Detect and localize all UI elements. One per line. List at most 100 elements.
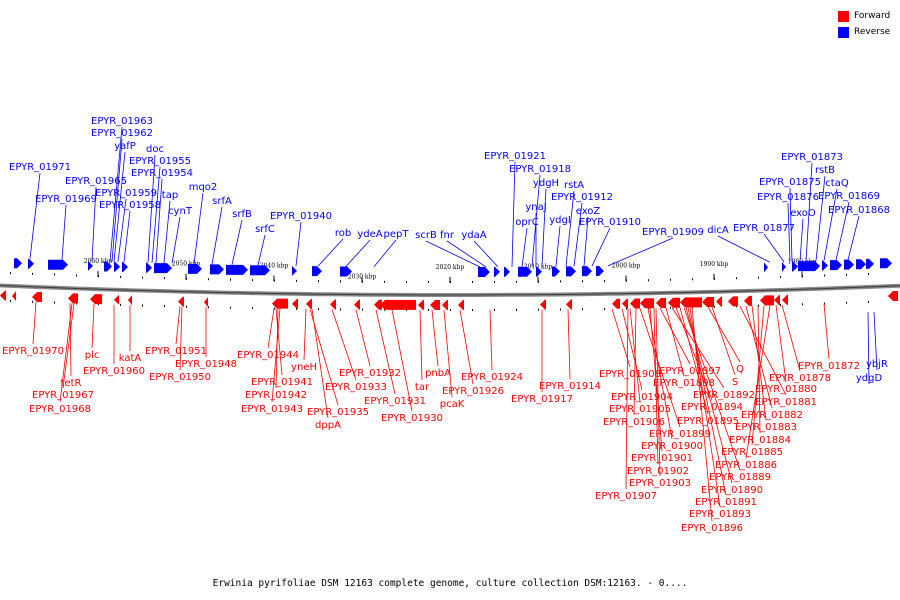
reverse-gene-label: ctaQ: [825, 178, 849, 189]
minor-tick: [494, 280, 495, 283]
reverse-gene-label: EPYR_01918: [509, 164, 571, 175]
reverse-gene-arrow: [622, 298, 628, 309]
label-leader-line: [331, 309, 357, 381]
label-leader-line: [653, 308, 659, 465]
reverse-gene-label: EPYR_01910: [579, 217, 641, 228]
label-leader-line: [32, 301, 37, 345]
label-leader-line: [573, 202, 583, 267]
minor-tick: [318, 280, 319, 283]
reverse-gene-label: ydaA: [461, 230, 486, 241]
forward-gene-label: EPYR_01896: [681, 523, 743, 534]
minor-tick: [274, 307, 275, 310]
label-leader-line: [691, 307, 713, 522]
legend: Forward Reverse: [838, 8, 890, 40]
label-leader-line: [805, 162, 813, 262]
reverse-gene-label: ydeA: [357, 229, 382, 240]
label-leader-line: [607, 237, 674, 267]
minor-tick: [54, 301, 55, 304]
label-leader-line: [707, 306, 741, 363]
minor-tick: [560, 308, 561, 311]
reverse-gene-label: EPYR_01940: [270, 211, 332, 222]
reverse-gene-arrow: [702, 296, 714, 307]
label-leader-line: [459, 309, 474, 385]
reverse-gene-label: ydgH: [533, 178, 559, 189]
minor-tick: [868, 272, 869, 275]
label-leader-line: [311, 309, 329, 419]
reverse-gene-label: EPYR_01965: [65, 176, 127, 187]
reverse-gene-label: EPYR_01877: [733, 223, 795, 234]
minor-tick: [736, 277, 737, 280]
forward-gene-label: EPYR_01970: [2, 346, 64, 357]
label-leader-line: [117, 198, 127, 262]
label-leader-line: [583, 216, 589, 267]
forward-gene-arrow: [844, 259, 854, 270]
label-leader-line: [175, 306, 181, 345]
label-leader-line: [823, 303, 830, 360]
forward-gene-label: pnbA: [425, 368, 451, 379]
minor-tick: [626, 307, 627, 310]
forward-gene-label: EPYR_01917: [511, 394, 573, 405]
minor-tick: [494, 308, 495, 311]
reverse-gene-label: EPYR_01969: [35, 194, 97, 205]
forward-gene-arrow: [122, 262, 128, 273]
forward-swatch: [838, 10, 849, 22]
reverse-gene-label: cynT: [168, 206, 193, 217]
reverse-gene-arrow: [540, 299, 546, 310]
label-leader-line: [425, 240, 481, 268]
label-leader-line: [565, 190, 575, 267]
reverse-gene-label: EPYR_01912: [551, 192, 613, 203]
forward-gene-arrow: [830, 260, 842, 271]
reverse-gene-arrow: [354, 299, 360, 310]
minor-tick: [318, 308, 319, 311]
forward-gene-label: EPYR_01908: [599, 369, 661, 380]
label-leader-line: [775, 305, 787, 383]
reverse-gene-arrow: [566, 299, 572, 310]
label-leader-line: [419, 309, 423, 381]
forward-gene-label: EPYR_01968: [29, 404, 91, 415]
forward-gene-arrow: [146, 262, 152, 273]
label-leader-line: [717, 235, 771, 263]
reverse-gene-label: EPYR_01955: [129, 156, 191, 167]
reverse-gene-label: EPYR_01962: [91, 128, 153, 139]
label-leader-line: [211, 206, 223, 265]
forward-gene-label: Q: [736, 364, 744, 375]
label-leader-line: [567, 309, 571, 380]
minor-tick: [802, 303, 803, 306]
forward-gene-arrow: [552, 266, 560, 277]
minor-tick: [824, 274, 825, 277]
forward-gene-arrow: [312, 266, 322, 277]
reverse-gene-label: srfC: [255, 224, 275, 235]
reverse-gene-arrow: [728, 296, 738, 307]
forward-gene-label: EPYR_01901: [631, 453, 693, 464]
label-leader-line: [541, 188, 547, 267]
reverse-gene-arrow: [0, 290, 6, 301]
label-leader-line: [659, 307, 691, 365]
forward-gene-label: yneH: [291, 362, 317, 373]
forward-gene-label: EPYR_01944: [237, 350, 299, 361]
reverse-gene-arrow: [680, 297, 702, 308]
minor-tick: [604, 307, 605, 310]
forward-gene-label: EPYR_01960: [83, 366, 145, 377]
forward-gene-label: EPYR_01935: [307, 407, 369, 418]
forward-gene-arrow: [536, 266, 542, 277]
forward-gene-arrow: [340, 266, 352, 277]
forward-gene-label: EPYR_01942: [245, 390, 307, 401]
forward-gene-label: EPYR_01882: [741, 410, 803, 421]
forward-gene-arrow: [782, 261, 786, 272]
label-leader-line: [179, 306, 183, 371]
genome-backbone: [0, 283, 900, 297]
forward-gene-arrow: [88, 260, 93, 271]
forward-gene-label: EPYR_01900: [641, 441, 703, 452]
forward-gene-label: plc: [85, 350, 100, 361]
forward-gene-label: dppA: [315, 420, 341, 431]
minor-tick: [252, 307, 253, 310]
forward-gene-label: EPYR_01891: [695, 497, 757, 508]
minor-tick: [582, 308, 583, 311]
reverse-gene-arrow: [640, 298, 654, 309]
label-leader-line: [109, 126, 123, 262]
reverse-gene-arrow: [760, 295, 774, 306]
kbp-tick-label: 1990 kbp: [700, 261, 729, 268]
reverse-gene-arrow: [204, 297, 208, 308]
legend-reverse: Reverse: [838, 24, 890, 40]
